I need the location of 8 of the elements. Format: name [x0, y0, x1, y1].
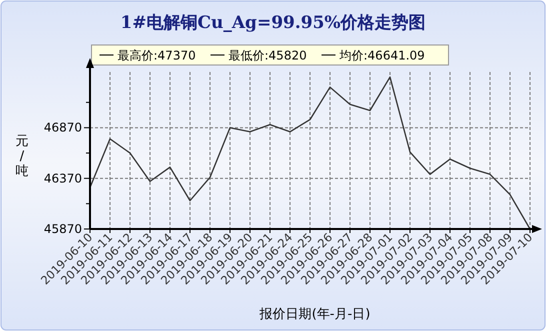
y-tick-label: 45870 — [44, 222, 82, 236]
key-box: 最高价:47370 最低价:45820 均价:46641.09 — [91, 44, 449, 66]
line-series — [89, 76, 531, 230]
y-tick-label: 46370 — [44, 171, 82, 186]
y-axis-title: 元/吨 — [16, 134, 28, 179]
x-axis-title: 报价日期(年-月-日) — [258, 307, 370, 322]
chart-title: 1#电解铜Cu_Ag=99.95%价格走势图 — [120, 13, 426, 33]
y-tick-label: 46870 — [44, 120, 82, 135]
